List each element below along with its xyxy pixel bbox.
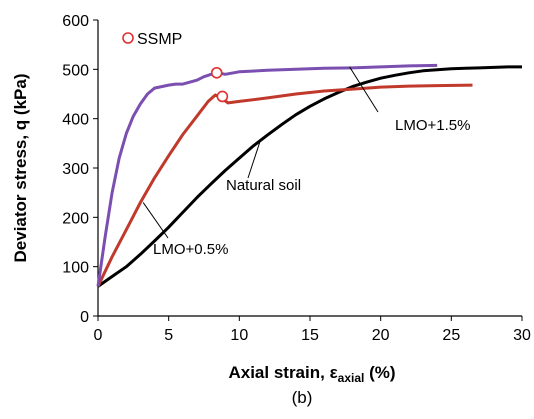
y-tick-labels: 0 100 200 300 400 500 600 bbox=[62, 13, 98, 326]
x-tick-label: 5 bbox=[164, 327, 173, 344]
x-tick-label: 15 bbox=[301, 327, 319, 344]
ssmp-point bbox=[216, 90, 229, 103]
panel-label: (b) bbox=[292, 388, 313, 407]
x-tick-label: 0 bbox=[94, 327, 103, 344]
annotation-leader bbox=[247, 139, 262, 179]
x-tick-label: 10 bbox=[230, 327, 248, 344]
annotation-leader bbox=[142, 202, 169, 239]
y-tick-label: 100 bbox=[62, 260, 89, 277]
x-tick-label: 20 bbox=[372, 327, 390, 344]
annotation-label: LMO+0.5% bbox=[153, 241, 228, 258]
legend-label: SSMP bbox=[137, 31, 182, 48]
x-axis-title-subscript: axial bbox=[338, 371, 365, 385]
y-tick-label: 400 bbox=[62, 112, 89, 129]
annotation-leader bbox=[349, 66, 379, 113]
x-axis-title-unit: (%) bbox=[364, 363, 395, 382]
annotation-label: Natural soil bbox=[226, 177, 301, 194]
x-tick-labels: 0 5 10 15 20 25 30 bbox=[94, 316, 531, 344]
annotations: LMO+1.5% Natural soil LMO+0.5% bbox=[142, 66, 470, 258]
y-axis-title: Deviator stress, q (kPa) bbox=[11, 74, 30, 263]
y-tick-label: 300 bbox=[62, 161, 89, 178]
y-tick-label: 0 bbox=[80, 309, 89, 326]
x-tick-label: 30 bbox=[513, 327, 531, 344]
ssmp-markers bbox=[210, 66, 229, 103]
x-axis-title-main: Axial strain, ε bbox=[228, 363, 337, 382]
y-tick-label: 500 bbox=[62, 62, 89, 79]
y-tick-label: 200 bbox=[62, 210, 89, 227]
annotation-label: LMO+1.5% bbox=[395, 117, 470, 134]
series-line-natural-soil bbox=[97, 65, 522, 288]
legend: SSMP bbox=[122, 31, 182, 48]
legend-marker-icon bbox=[122, 32, 134, 44]
x-axis-title: Axial strain, εaxial (%) bbox=[228, 363, 395, 385]
ssmp-point bbox=[210, 66, 223, 79]
y-tick-label: 600 bbox=[62, 13, 89, 30]
series-line-lmo-1-5 bbox=[96, 63, 438, 287]
x-tick-label: 25 bbox=[442, 327, 460, 344]
